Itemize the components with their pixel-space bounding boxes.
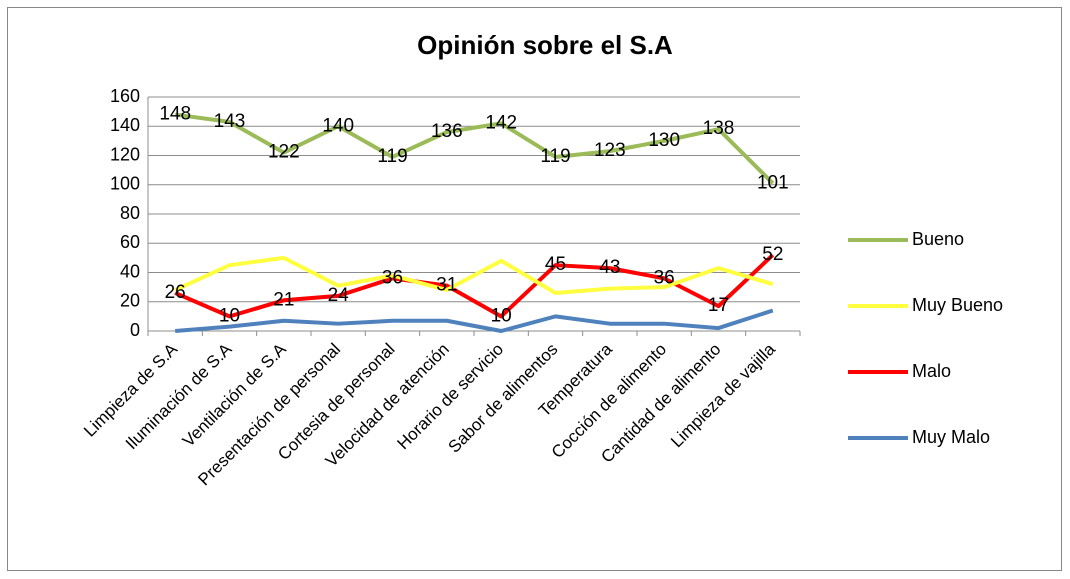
legend-label: Muy Bueno <box>912 295 1003 315</box>
y-tick-label: 80 <box>120 203 140 223</box>
data-label: 143 <box>214 111 246 132</box>
data-label: 36 <box>382 267 403 288</box>
data-label: 52 <box>762 244 783 265</box>
data-label: 130 <box>648 130 680 151</box>
data-label: 21 <box>273 289 294 310</box>
y-tick-label: 120 <box>110 144 140 164</box>
data-label: 148 <box>159 104 191 125</box>
data-label: 138 <box>703 118 735 139</box>
y-tick-label: 160 <box>110 86 140 106</box>
data-label: 101 <box>757 172 789 193</box>
data-label: 10 <box>491 305 512 326</box>
data-label: 119 <box>377 146 407 167</box>
data-label: 24 <box>328 285 350 306</box>
y-tick-label: 140 <box>110 115 140 135</box>
data-label: 140 <box>322 115 354 136</box>
data-label: 10 <box>219 305 240 326</box>
y-tick-label: 60 <box>120 232 140 252</box>
series-line <box>175 308 774 333</box>
series-line <box>174 112 775 185</box>
data-label: 45 <box>545 254 566 275</box>
y-tick-label: 20 <box>120 291 140 311</box>
data-label: 136 <box>431 121 463 142</box>
data-label: 36 <box>654 267 675 288</box>
legend-label: Bueno <box>912 229 964 249</box>
data-label: 119 <box>540 146 570 167</box>
data-label: 123 <box>594 140 626 161</box>
data-label: 142 <box>485 112 517 133</box>
legend-label: Muy Malo <box>912 427 990 447</box>
series-line <box>174 255 774 295</box>
y-tick-label: 100 <box>110 174 140 194</box>
chart-border <box>7 7 1062 571</box>
data-label: 17 <box>708 295 729 316</box>
legend-label: Malo <box>912 361 951 381</box>
y-tick-label: 40 <box>120 261 140 281</box>
data-label: 122 <box>268 142 300 163</box>
data-label: 31 <box>436 275 457 296</box>
y-tick-label: 0 <box>130 320 140 340</box>
data-label: 26 <box>165 282 186 303</box>
data-label: 43 <box>599 257 620 278</box>
chart-title: Opinión sobre el S.A <box>417 30 673 60</box>
